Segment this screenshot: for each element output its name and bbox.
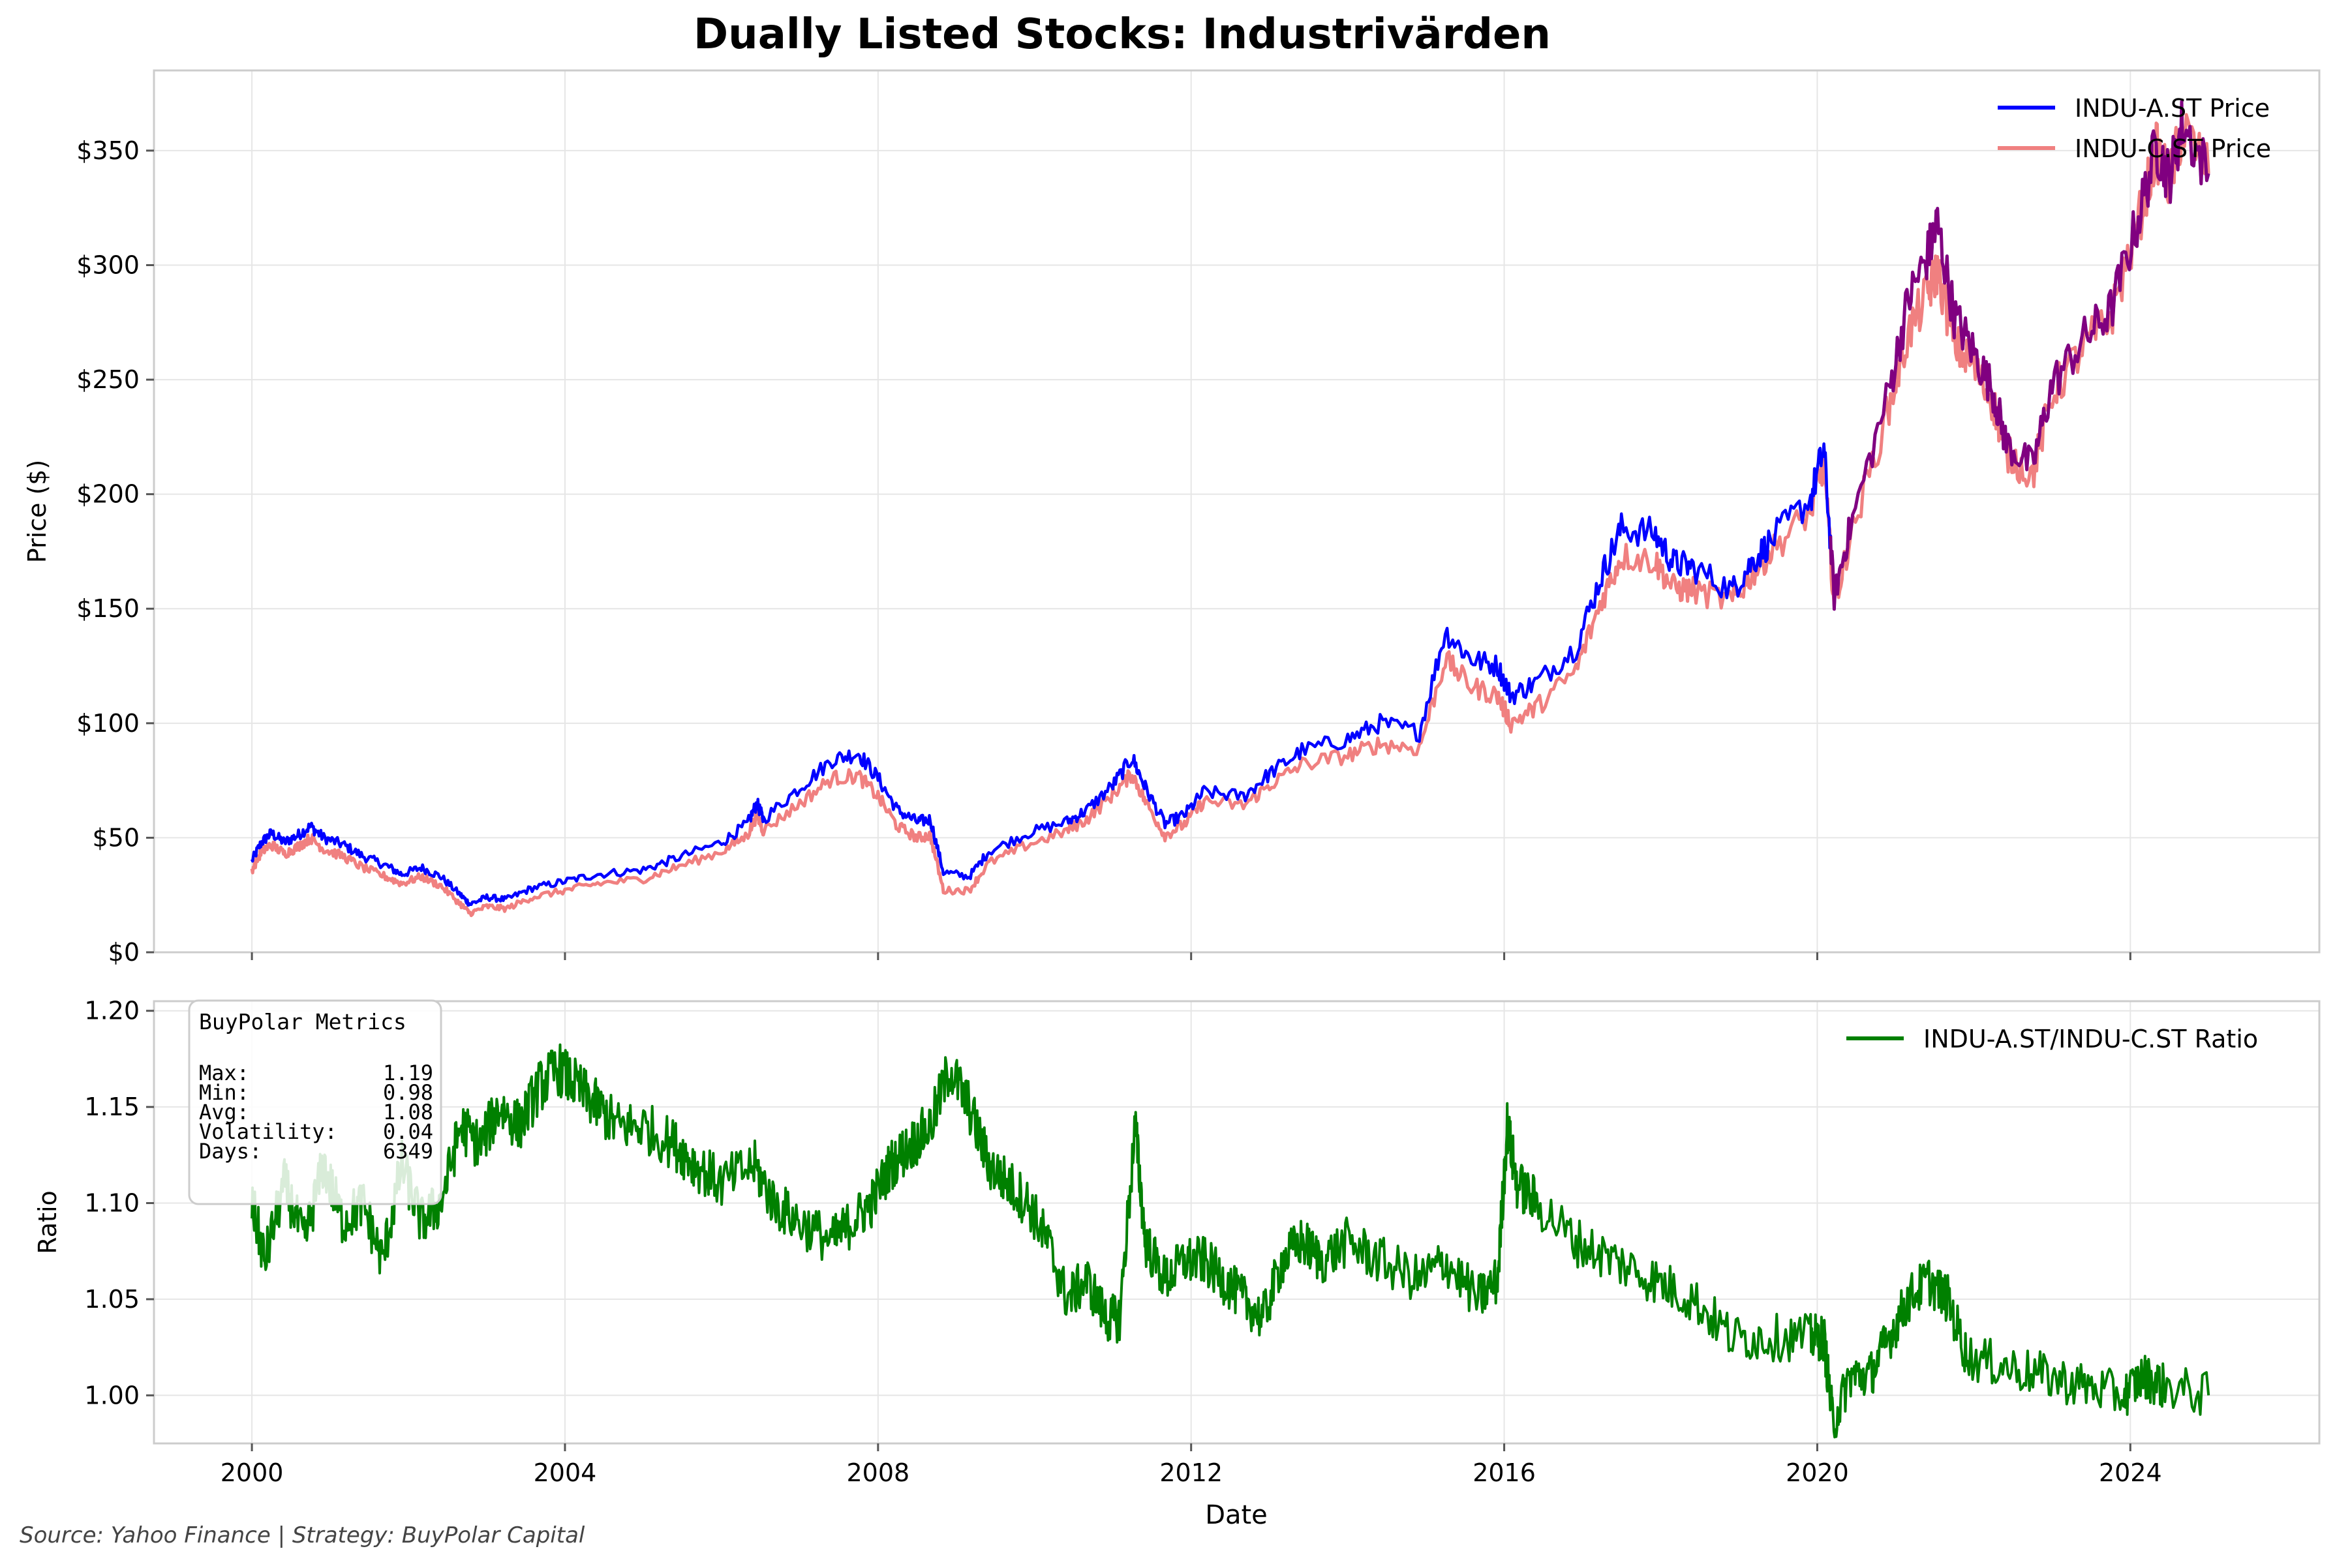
metrics-row-value: 1.08 (383, 1100, 433, 1124)
ratio-y-tick-label: 1.15 (84, 1093, 140, 1121)
ratio-y-tick-label: 1.05 (84, 1285, 140, 1314)
ratio-x-tick-label: 2016 (1473, 1458, 1536, 1487)
metrics-row-value: 0.98 (383, 1080, 433, 1105)
price-y-tick-label: $100 (76, 709, 140, 738)
ratio-x-tick-label: 2024 (2099, 1458, 2162, 1487)
ratio-x-tick-label: 2012 (1159, 1458, 1223, 1487)
chart-title: Dually Listed Stocks: Industrivärden (694, 10, 1551, 59)
price-y-tick-label: $0 (108, 938, 140, 967)
price-y-ticks: $0 $50 $100 $150 $200 $250 $300 $350 (76, 136, 154, 967)
legend-label: INDU-A.ST/INDU-C.ST Ratio (1923, 1025, 2258, 1053)
ratio-axes-frame (153, 1000, 2321, 1445)
metrics-row-value: 0.04 (383, 1119, 433, 1144)
price-y-tick-label: $350 (76, 136, 140, 165)
legend-label: INDU-A.ST Price (2075, 94, 2270, 123)
metrics-row-label: Avg: (199, 1100, 249, 1124)
ratio-x-tick-label: 2000 (221, 1458, 284, 1487)
ratio-legend: INDU-A.ST/INDU-C.ST Ratio (1846, 1025, 2258, 1053)
metrics-row-value: 1.19 (383, 1061, 433, 1085)
metrics-box: BuyPolar Metrics Max: 1.19 Min: 0.98 Avg: 1.0… (188, 999, 442, 1205)
ratio-y-tick-label: 1.00 (84, 1381, 140, 1410)
ratio-x-tick-label: 2020 (1786, 1458, 1849, 1487)
price-legend: INDU-A.ST Price INDU-C.ST Price (1998, 94, 2271, 163)
ratio-x-ticks: 2000 2004 2008 2012 2016 2020 2024 (221, 1443, 2162, 1487)
price-y-tick-label: $150 (76, 594, 140, 623)
metrics-row-label: Min: (199, 1080, 249, 1105)
price-y-axis-label: Price ($) (23, 460, 52, 564)
legend-label: INDU-C.ST Price (2075, 134, 2271, 163)
metrics-row-label: Volatility: (199, 1119, 337, 1144)
ratio-y-tick-label: 1.20 (84, 997, 140, 1025)
metrics-box-frame (188, 999, 442, 1205)
ratio-series-group (251, 1043, 2210, 1439)
price-y-tick-label: $300 (76, 250, 140, 279)
price-grid (154, 70, 2319, 953)
metrics-rows: Max: 1.19 Min: 0.98 Avg: 1.08 Volatility: 0.04 D… (199, 1061, 433, 1164)
ratio-x-axis-label: Date (1205, 1500, 1268, 1530)
price-y-tick-label: $250 (76, 365, 140, 394)
price-axes-frame (153, 69, 2321, 954)
ratio-series-line (251, 1043, 2210, 1439)
price-panel: $0$50$100$150$200$250$300$350 Price ($) … (23, 69, 2321, 967)
price-y-tick-label: $50 (92, 823, 140, 852)
ratio-y-axis-label: Ratio (33, 1190, 62, 1254)
ratio-y-ticks: 1.00 1.05 1.10 1.15 1.20 (84, 997, 154, 1410)
metrics-row-label: Days: (199, 1139, 262, 1164)
price-series-group (250, 100, 2210, 918)
price-series-c-line (250, 113, 2210, 918)
metrics-row-label: Max: (199, 1061, 249, 1085)
metrics-row-value: 6349 (383, 1139, 433, 1164)
ratio-x-tick-label: 2008 (846, 1458, 909, 1487)
price-overlap-line (1829, 100, 2210, 611)
ratio-y-tick-label: 1.10 (84, 1189, 140, 1218)
ratio-panel: 1.00 1.05 1.10 1.15 1.20 2000 2004 2008 2012 201… (33, 997, 2321, 1530)
source-note: Source: Yahoo Finance | Strategy: BuyPol… (20, 1522, 585, 1548)
metrics-box-title: BuyPolar Metrics (199, 1009, 406, 1034)
price-x-ticks (251, 952, 2131, 960)
price-y-tick-label: $200 (76, 480, 140, 509)
ratio-x-tick-label: 2004 (534, 1458, 597, 1487)
